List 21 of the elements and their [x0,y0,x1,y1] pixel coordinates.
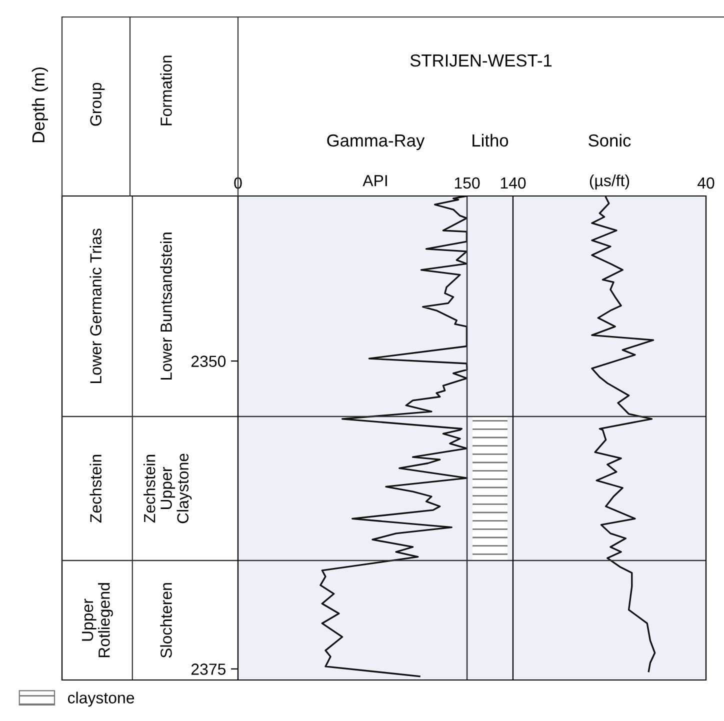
x-tick-label: 150 [454,177,480,189]
y-tick-label: 2350 [191,356,226,367]
x-axis-title: (µs/ft) [590,174,630,190]
text: Lower Germanic Trias [90,228,102,384]
category-label: Formation [160,56,172,126]
chart-title: Gamma-Ray [327,134,425,150]
x-tick-label: 140 [500,177,526,189]
x-axis-title: API [362,175,387,186]
text: Zechstein Upper Claystone [144,454,192,524]
chart-title: Sonic [588,134,631,147]
category-label: Group [90,82,105,126]
text: Zechstein [90,454,102,523]
x-tick-label: 40 [697,177,714,189]
text: Lower Buntsandstein [160,232,172,380]
text: Slochteren [160,583,172,658]
text: Upper Rotliegend [82,583,113,658]
text: STRIJEN-WEST-1 [410,54,552,67]
text: Litho [472,134,508,147]
y-axis-title: Depth (m) [32,67,48,142]
legend-label: claystone [68,692,134,707]
y-tick-label: 2375 [191,664,226,675]
